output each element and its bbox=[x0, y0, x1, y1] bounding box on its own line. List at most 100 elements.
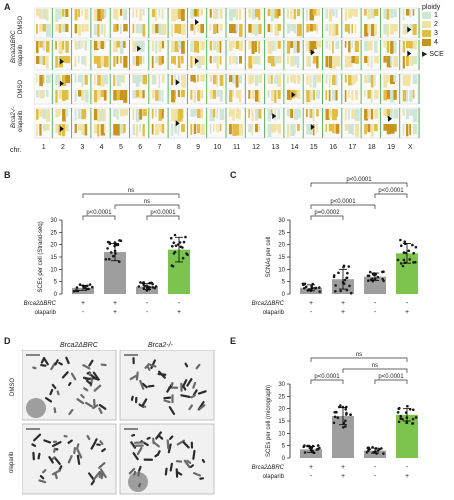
ploidy-segment bbox=[258, 56, 261, 65]
ploidy-segment bbox=[309, 24, 314, 32]
ploidy-segment bbox=[229, 41, 233, 51]
data-point bbox=[367, 274, 371, 278]
ploidy-segment bbox=[193, 24, 196, 35]
group-label-brca2-dbrc: Brca2ΔBRC bbox=[11, 30, 17, 63]
condition-mark: - bbox=[178, 300, 181, 307]
legend-sce: ▶ SCE bbox=[422, 50, 454, 58]
ploidy-segment bbox=[113, 24, 118, 32]
ploidy-segment bbox=[232, 9, 236, 18]
ploidy-segment bbox=[306, 9, 308, 21]
chromosome-blob bbox=[182, 441, 190, 449]
ploidy-segment bbox=[364, 109, 368, 121]
ploidy-segment bbox=[258, 9, 261, 21]
ploidy-segment bbox=[219, 24, 223, 31]
chromosome-blob bbox=[150, 359, 156, 370]
data-point bbox=[182, 240, 186, 244]
ploidy-segment bbox=[296, 24, 302, 37]
ploidy-segment bbox=[258, 124, 261, 132]
chromosome-blob bbox=[93, 471, 101, 481]
ploidy-segment bbox=[344, 75, 347, 83]
legend-item: 4 bbox=[422, 38, 454, 47]
ploidy-segment bbox=[277, 9, 281, 17]
data-point bbox=[307, 444, 311, 448]
ploidy-segment bbox=[393, 9, 397, 18]
chromosome-blob bbox=[68, 381, 72, 386]
data-point bbox=[137, 285, 141, 288]
ploidy-segment bbox=[267, 9, 271, 17]
ploidy-segment bbox=[248, 56, 253, 69]
ploidy-segment bbox=[193, 109, 198, 117]
chromosome-tick-label: 6 bbox=[138, 144, 142, 151]
ploidy-segment bbox=[213, 75, 217, 85]
ploidy-segment bbox=[232, 124, 237, 136]
ploidy-segment bbox=[219, 109, 225, 121]
ploidy-segment bbox=[181, 41, 185, 54]
ploidy-segment bbox=[39, 56, 44, 65]
y-tick-label: 10 bbox=[278, 431, 285, 437]
chromosome-blob bbox=[199, 477, 204, 480]
ploidy-segment bbox=[46, 9, 49, 21]
ploidy-segment bbox=[386, 41, 390, 53]
ploidy-segment bbox=[97, 109, 101, 122]
ploidy-segment bbox=[123, 75, 126, 84]
ploidy-segment bbox=[335, 124, 340, 134]
ploidy-segment bbox=[216, 75, 218, 87]
bar bbox=[364, 450, 386, 458]
ploidy-segment bbox=[267, 124, 272, 137]
ploidy-segment bbox=[374, 90, 379, 99]
ploidy-segment bbox=[219, 124, 222, 132]
ploidy-segment bbox=[174, 41, 179, 52]
comparison-label: p<0.0001 bbox=[86, 210, 112, 216]
ploidy-segment bbox=[158, 109, 163, 121]
ploidy-segment bbox=[270, 90, 276, 102]
data-point bbox=[335, 410, 338, 414]
comparison-bracket bbox=[310, 182, 408, 187]
y-tick-label: 5 bbox=[54, 280, 58, 286]
y-tick-label: 10 bbox=[278, 267, 285, 273]
chromosome-blob bbox=[51, 383, 57, 390]
legend-swatch bbox=[422, 12, 431, 19]
ploidy-segment bbox=[328, 24, 332, 36]
ploidy-segment bbox=[370, 90, 373, 103]
sce-marker bbox=[407, 26, 412, 33]
comparison-label: p<0.0001 bbox=[150, 210, 176, 216]
ploidy-segment bbox=[332, 56, 336, 69]
ploidy-segment bbox=[296, 124, 300, 131]
chromosome-blob bbox=[135, 371, 139, 381]
ploidy-segment bbox=[335, 56, 341, 67]
legend-swatch bbox=[422, 21, 431, 28]
ploidy-segment bbox=[390, 90, 395, 103]
ploidy-segment bbox=[274, 90, 277, 103]
ploidy-segment bbox=[312, 124, 315, 136]
ploidy-segment bbox=[393, 41, 397, 54]
condition-mark: + bbox=[341, 473, 345, 480]
ploidy-segment bbox=[84, 109, 87, 119]
ploidy-segment bbox=[97, 124, 100, 137]
data-point bbox=[337, 271, 340, 275]
data-point bbox=[148, 285, 151, 289]
ploidy-segment bbox=[209, 9, 212, 18]
condition-mark: - bbox=[406, 300, 409, 307]
chromosome-blob bbox=[134, 444, 144, 447]
ploidy-segment bbox=[142, 24, 146, 37]
ploidy-segment bbox=[232, 75, 238, 84]
ploidy-segment bbox=[409, 109, 413, 116]
ploidy-segment bbox=[383, 56, 387, 63]
legend-swatch bbox=[422, 39, 431, 46]
ploidy-segment bbox=[197, 41, 200, 54]
ploidy-segment bbox=[190, 124, 193, 135]
y-tick-label: 20 bbox=[278, 243, 285, 249]
ploidy-segment bbox=[402, 24, 407, 35]
ploidy-segment bbox=[370, 109, 374, 120]
karyogram-row-bg bbox=[34, 7, 420, 39]
y-tick-label: 25 bbox=[278, 230, 285, 236]
ploidy-segment bbox=[62, 90, 66, 101]
ploidy-segment bbox=[277, 56, 282, 64]
chromosome-blob bbox=[54, 457, 61, 465]
ploidy-segment bbox=[312, 75, 317, 88]
data-point bbox=[401, 264, 405, 268]
chromosome-blob bbox=[61, 371, 69, 379]
ploidy-segment bbox=[46, 109, 51, 122]
ploidy-segment bbox=[251, 75, 255, 83]
ploidy-segment bbox=[390, 109, 393, 118]
